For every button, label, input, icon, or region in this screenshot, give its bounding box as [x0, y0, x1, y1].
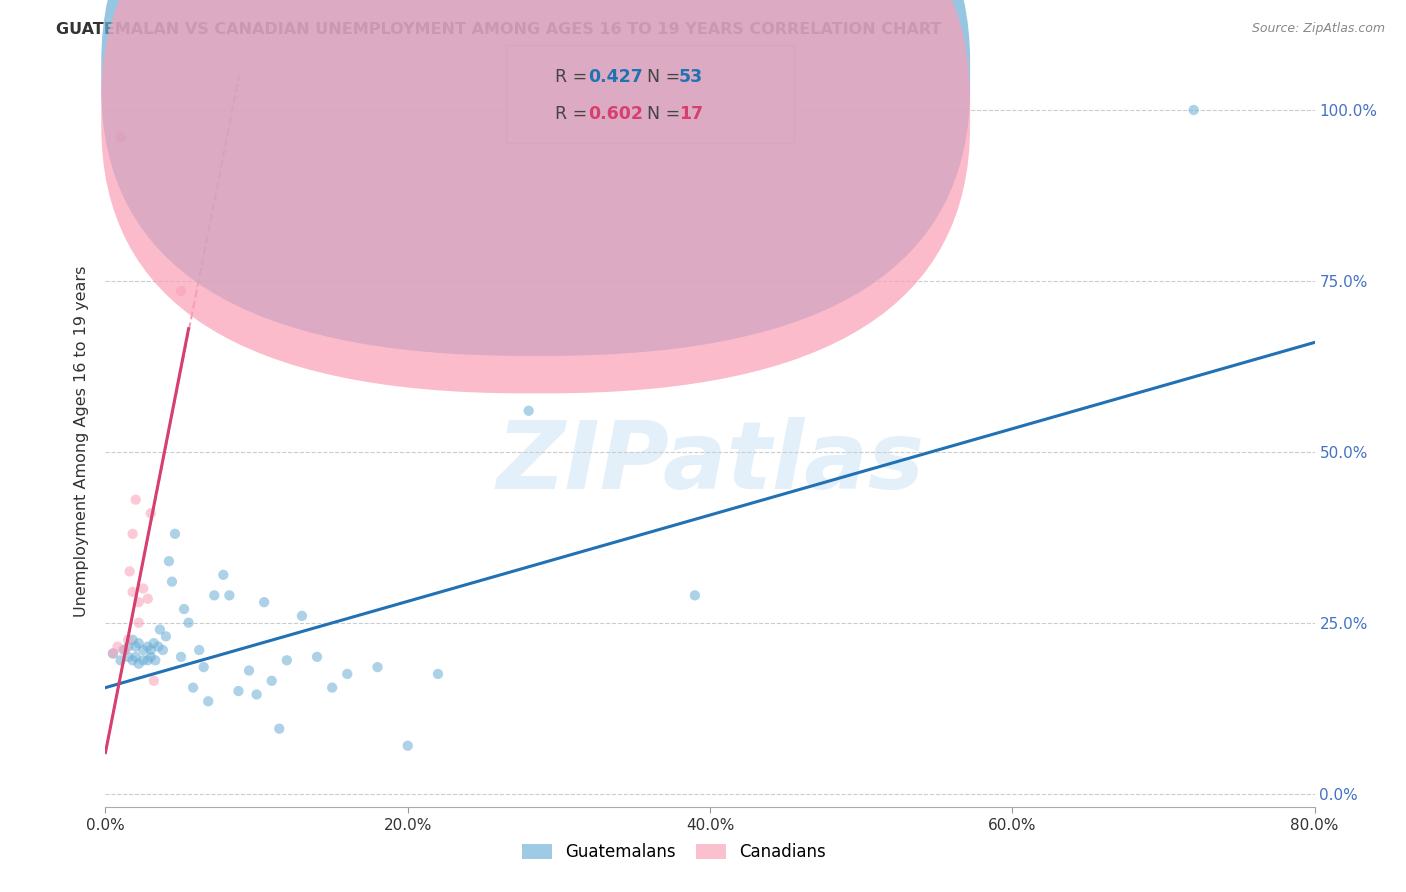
Point	[260, 673, 283, 688]
Point	[197, 694, 219, 708]
Point	[269, 722, 291, 736]
Point	[121, 526, 143, 541]
Point	[336, 667, 359, 681]
Point	[228, 684, 250, 698]
Text: N =: N =	[647, 105, 686, 123]
Point	[132, 653, 155, 667]
Point	[202, 588, 225, 602]
Point	[143, 653, 166, 667]
Point	[366, 660, 388, 674]
Point	[246, 688, 269, 702]
Point	[110, 130, 132, 145]
Point	[112, 643, 135, 657]
Point	[139, 643, 162, 657]
Point	[107, 640, 129, 654]
Text: 53: 53	[679, 68, 703, 86]
Point	[276, 653, 298, 667]
Point	[117, 640, 139, 654]
Point	[132, 643, 155, 657]
Point	[136, 591, 159, 606]
Text: 0.602: 0.602	[588, 105, 643, 123]
Point	[683, 588, 706, 602]
Point	[253, 595, 276, 609]
Point	[101, 647, 124, 661]
Legend: Guatemalans, Canadians: Guatemalans, Canadians	[522, 843, 825, 861]
Point	[177, 615, 200, 630]
Point	[218, 588, 240, 602]
Text: ZIPatlas: ZIPatlas	[496, 417, 924, 509]
Point	[124, 492, 148, 507]
Point	[160, 574, 183, 589]
Point	[427, 667, 450, 681]
Point	[149, 623, 172, 637]
Point	[128, 657, 150, 671]
Point	[124, 640, 148, 654]
Point	[152, 643, 174, 657]
Point	[163, 526, 186, 541]
Point	[291, 608, 314, 623]
Text: R =: R =	[555, 68, 593, 86]
Point	[193, 660, 215, 674]
Point	[118, 565, 141, 579]
Point	[124, 649, 148, 664]
Point	[110, 653, 132, 667]
Point	[238, 664, 260, 678]
Point	[121, 585, 143, 599]
Point	[139, 506, 162, 520]
Point	[121, 653, 143, 667]
Y-axis label: Unemployment Among Ages 16 to 19 years: Unemployment Among Ages 16 to 19 years	[75, 266, 90, 617]
Point	[170, 284, 193, 298]
Point	[136, 653, 159, 667]
Text: Source: ZipAtlas.com: Source: ZipAtlas.com	[1251, 22, 1385, 36]
Text: N =: N =	[647, 68, 686, 86]
Text: 0.427: 0.427	[588, 68, 643, 86]
Point	[396, 739, 419, 753]
Point	[307, 649, 329, 664]
Point	[101, 647, 124, 661]
Text: GUATEMALAN VS CANADIAN UNEMPLOYMENT AMONG AGES 16 TO 19 YEARS CORRELATION CHART: GUATEMALAN VS CANADIAN UNEMPLOYMENT AMON…	[56, 22, 942, 37]
Point	[155, 629, 177, 643]
Point	[1182, 103, 1205, 117]
Point	[170, 649, 193, 664]
Point	[117, 649, 139, 664]
Point	[132, 582, 155, 596]
Point	[321, 681, 343, 695]
Point	[110, 130, 132, 145]
Point	[142, 673, 165, 688]
Point	[139, 649, 162, 664]
Point	[173, 602, 195, 616]
Point	[517, 404, 540, 418]
Point	[121, 632, 143, 647]
Point	[188, 643, 211, 657]
Point	[128, 636, 150, 650]
Point	[117, 632, 139, 647]
Point	[181, 681, 204, 695]
Text: 17: 17	[679, 105, 703, 123]
Point	[148, 640, 170, 654]
Point	[128, 615, 150, 630]
Text: R =: R =	[555, 105, 593, 123]
Point	[142, 636, 165, 650]
Point	[128, 595, 150, 609]
Point	[157, 554, 180, 568]
Point	[212, 567, 235, 582]
Point	[114, 643, 136, 657]
Point	[136, 640, 159, 654]
